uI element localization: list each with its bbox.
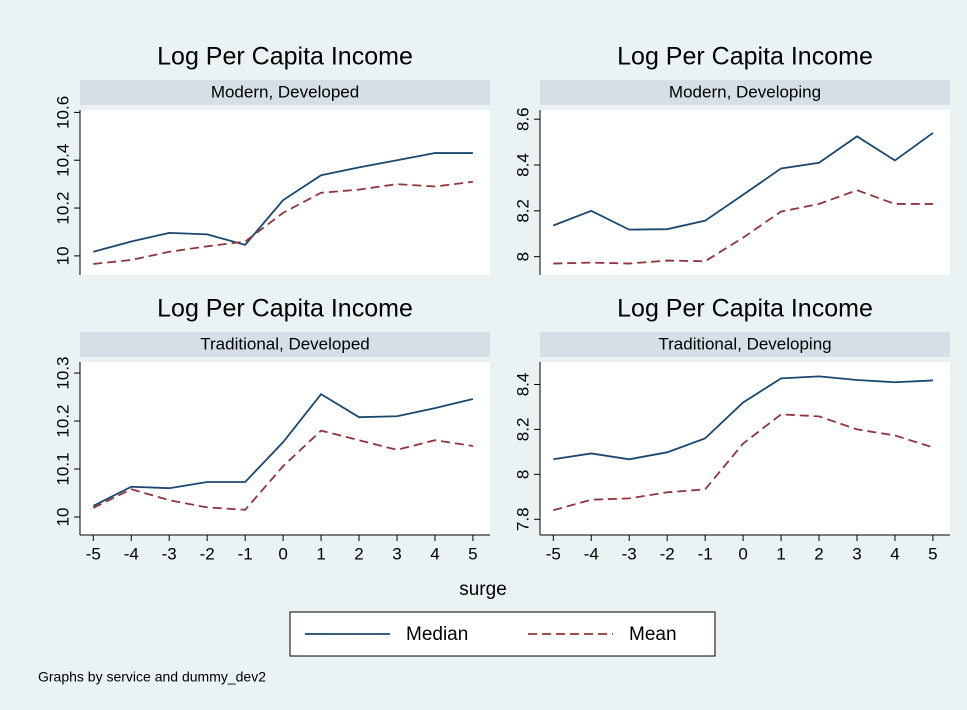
y-tick-label: 10: [53, 508, 72, 527]
x-tick-label: 3: [392, 544, 401, 563]
panel-subtitle: Modern, Developing: [669, 82, 821, 101]
panel-strip: [540, 80, 950, 105]
series-line: [553, 189, 933, 265]
y-tick-label: 8.2: [513, 199, 532, 223]
x-tick-label: 4: [430, 544, 439, 563]
y-tick-label: 10.1: [53, 452, 72, 485]
x-tick-label: -1: [698, 544, 713, 563]
y-tick-label: 8.2: [513, 418, 532, 442]
x-tick-label: 3: [852, 544, 861, 563]
series-line: [553, 413, 934, 512]
y-tick-label: 10.2: [53, 191, 72, 224]
panel-strip: [540, 332, 950, 357]
y-tick-label: 10: [53, 246, 72, 265]
x-tick-label: -4: [584, 544, 599, 563]
x-tick-label: -2: [200, 544, 215, 563]
x-tick-label: 4: [890, 544, 899, 563]
series-line: [552, 132, 934, 231]
y-tick-label: 8.4: [513, 153, 532, 177]
x-axis-label: surge: [459, 579, 507, 600]
x-tick-label: 2: [814, 544, 823, 563]
series-line: [92, 429, 474, 511]
x-tick-label: -2: [660, 544, 675, 563]
y-tick-label: 10.4: [53, 144, 72, 177]
series-line: [553, 375, 933, 461]
x-tick-label: -4: [124, 544, 139, 563]
legend-label: Median: [406, 624, 468, 645]
y-tick-label: 8.4: [513, 373, 532, 397]
panel-subtitle: Traditional, Developing: [658, 334, 831, 353]
panel-subtitle: Modern, Developed: [211, 82, 359, 101]
x-tick-label: 0: [738, 544, 747, 563]
series-line: [93, 152, 473, 253]
legend-label: Mean: [629, 624, 677, 645]
panel-title: Log Per Capita Income: [157, 43, 413, 71]
plot-area: [540, 362, 950, 535]
panel-title: Log Per Capita Income: [617, 43, 873, 71]
x-tick-label: -3: [162, 544, 177, 563]
panel-strip: [80, 332, 490, 357]
y-tick-label: 10.2: [53, 404, 72, 437]
x-tick-label: 0: [278, 544, 287, 563]
y-tick-label: 7.8: [513, 507, 532, 531]
plot-area: [80, 362, 490, 535]
y-tick-label: 10.3: [53, 356, 72, 389]
x-tick-label: 1: [776, 544, 785, 563]
panel-subtitle: Traditional, Developed: [200, 334, 369, 353]
x-tick-label: 1: [316, 544, 325, 563]
note: Graphs by service and dummy_dev2: [38, 669, 266, 685]
x-tick-label: -5: [86, 544, 101, 563]
y-tick-label: 8.6: [513, 107, 532, 131]
x-tick-label: -1: [238, 544, 253, 563]
y-tick-label: 8: [513, 252, 532, 261]
x-tick-label: 2: [354, 544, 363, 563]
x-tick-label: -5: [546, 544, 561, 563]
x-tick-label: -3: [622, 544, 637, 563]
series-line: [93, 180, 474, 265]
series-line: [92, 392, 474, 507]
x-tick-label: 5: [468, 544, 477, 563]
y-tick-label: 8: [513, 470, 532, 479]
plot-area: [80, 110, 490, 275]
x-tick-label: 5: [928, 544, 937, 563]
panel-strip: [80, 80, 490, 105]
panel-title: Log Per Capita Income: [617, 295, 873, 323]
panel-title: Log Per Capita Income: [157, 295, 413, 323]
y-tick-label: 10.6: [53, 96, 72, 129]
